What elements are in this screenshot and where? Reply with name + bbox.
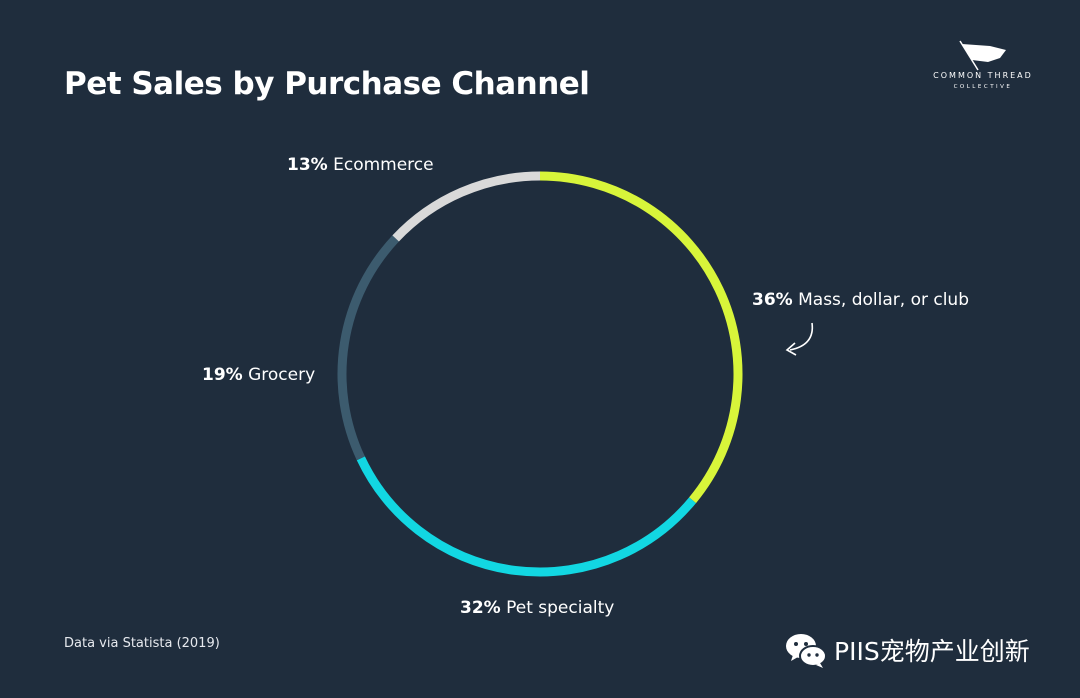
watermark: PIIS宠物产业创新 bbox=[784, 630, 1030, 670]
chart-title: Pet Sales by Purchase Channel bbox=[64, 66, 590, 102]
watermark-text: PIIS宠物产业创新 bbox=[834, 637, 1030, 666]
slice-pct: 32% bbox=[460, 598, 501, 618]
slice-name: Pet specialty bbox=[506, 598, 615, 618]
donut-slice-grocery bbox=[337, 235, 399, 461]
wechat-icon bbox=[786, 634, 827, 668]
slice-pct: 13% bbox=[287, 155, 328, 175]
donut-slice-pet-specialty bbox=[356, 456, 697, 577]
logo-wordmark: COMMON THREAD bbox=[933, 71, 1033, 80]
brand-logo: COMMON THREAD COLLECTIVE bbox=[924, 40, 1042, 96]
flag-icon bbox=[959, 40, 1006, 71]
slice-pct: 19% bbox=[202, 365, 243, 385]
slice-name: Mass, dollar, or club bbox=[798, 290, 969, 310]
data-source-note: Data via Statista (2019) bbox=[64, 636, 220, 651]
donut-slice-mass-dollar-or-club bbox=[539, 171, 743, 504]
logo-subtitle: COLLECTIVE bbox=[953, 84, 1013, 90]
slice-pct: 36% bbox=[752, 290, 793, 310]
slice-name: Ecommerce bbox=[333, 155, 434, 175]
slice-label-grocery: 19% Grocery bbox=[202, 365, 315, 385]
donut-slice-ecommerce bbox=[392, 171, 541, 242]
slice-label-ecommerce: 13% Ecommerce bbox=[287, 155, 434, 175]
callout-arrow-icon bbox=[789, 322, 814, 351]
slice-label-mass-dollar-club: 36% Mass, dollar, or club bbox=[752, 290, 969, 310]
callout-arrow-head-icon bbox=[785, 342, 797, 356]
slice-label-pet-specialty: 32% Pet specialty bbox=[460, 598, 614, 618]
slice-name: Grocery bbox=[248, 365, 316, 385]
